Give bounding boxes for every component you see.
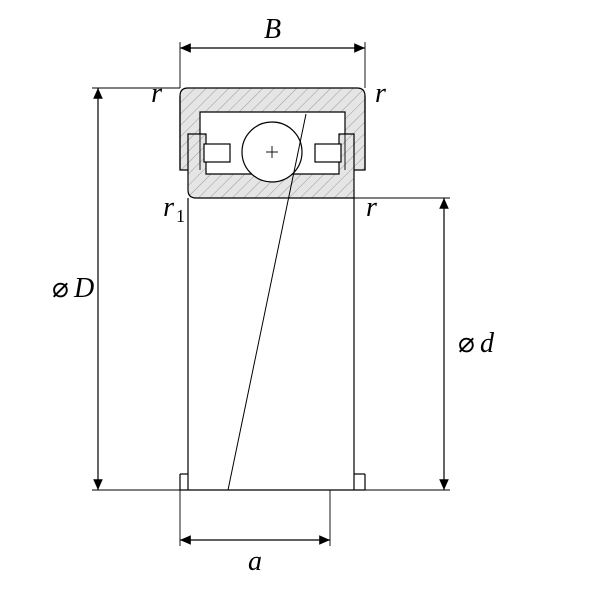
label-r-top-right: r: [375, 78, 386, 109]
svg-text:D: D: [73, 273, 94, 304]
label-B: B: [264, 14, 281, 45]
bearing-cross-section-diagram: B⌀D⌀darrrr1: [0, 0, 600, 600]
svg-text:r: r: [163, 192, 174, 223]
label-r-inner-right: r: [366, 192, 377, 223]
svg-text:⌀: ⌀: [52, 272, 69, 303]
label-d: ⌀d: [458, 327, 495, 359]
svg-text:⌀: ⌀: [458, 327, 475, 358]
label-r-top-left: r: [151, 78, 162, 109]
svg-text:d: d: [480, 328, 495, 359]
label-r1: r1: [163, 192, 185, 226]
label-a: a: [248, 546, 262, 577]
label-D: ⌀D: [52, 272, 94, 304]
cage-right: [315, 144, 341, 162]
svg-text:1: 1: [176, 206, 185, 226]
cage-left: [204, 144, 230, 162]
